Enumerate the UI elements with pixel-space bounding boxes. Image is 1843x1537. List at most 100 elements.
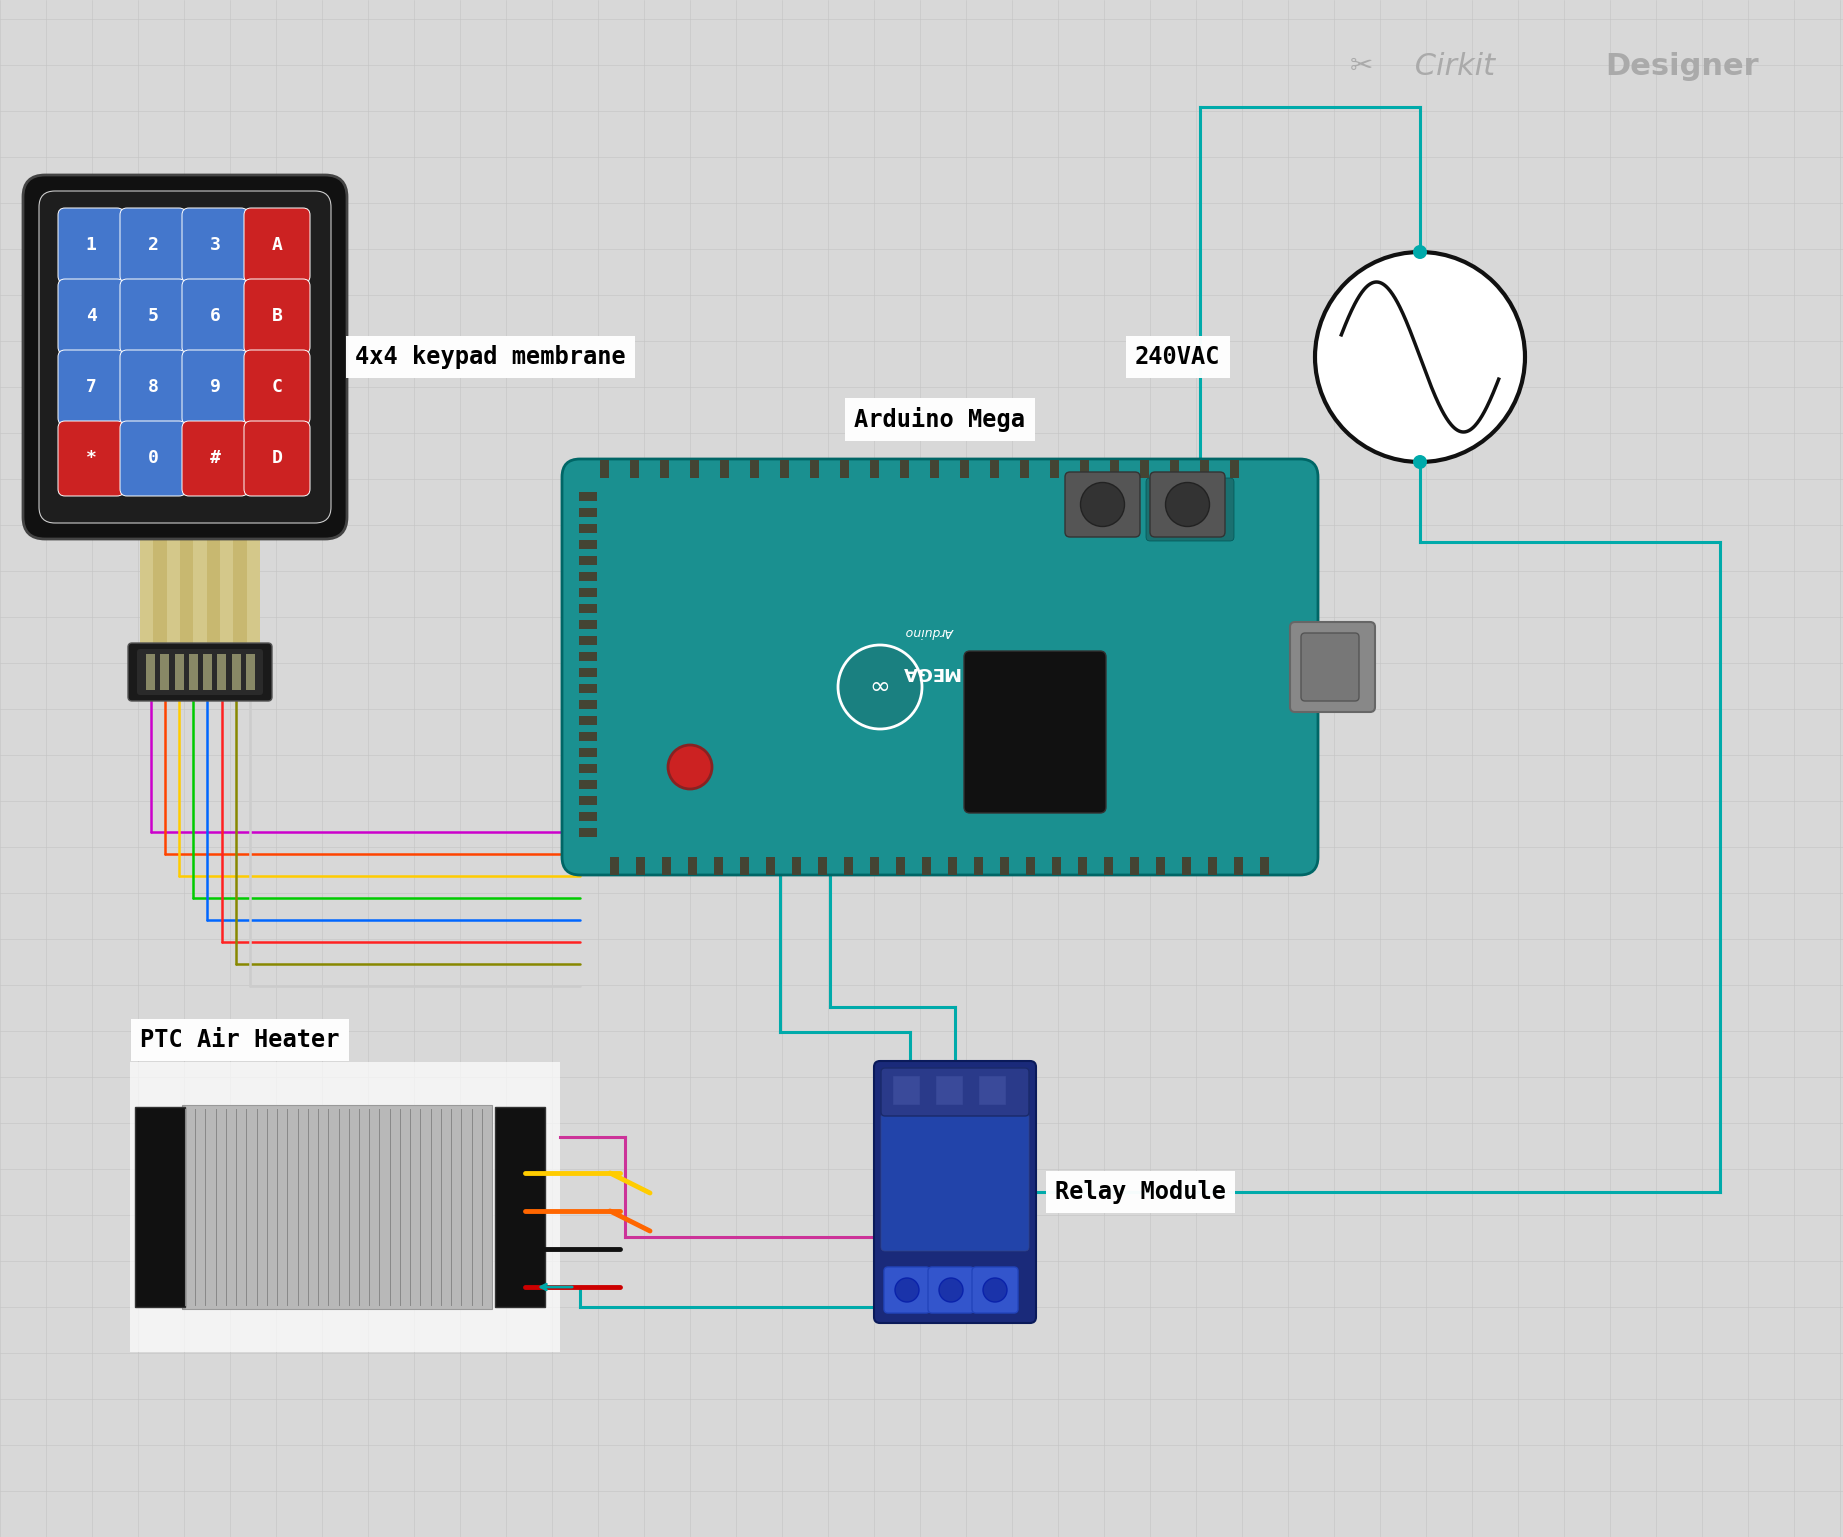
FancyBboxPatch shape xyxy=(182,350,249,426)
Circle shape xyxy=(839,646,922,729)
Bar xyxy=(219,516,234,647)
Bar xyxy=(181,516,194,647)
Text: PTC Air Heater: PTC Air Heater xyxy=(140,1028,339,1051)
Bar xyxy=(687,858,697,875)
FancyBboxPatch shape xyxy=(1301,633,1358,701)
Text: ✂: ✂ xyxy=(1351,52,1373,80)
Bar xyxy=(1170,460,1180,478)
FancyBboxPatch shape xyxy=(1290,622,1375,712)
Bar xyxy=(579,749,597,758)
FancyBboxPatch shape xyxy=(1146,478,1235,541)
Bar xyxy=(153,516,166,647)
Bar xyxy=(579,684,597,693)
Bar xyxy=(579,572,597,581)
Circle shape xyxy=(982,1277,1006,1302)
Bar xyxy=(1051,460,1060,478)
Text: 4: 4 xyxy=(85,307,96,326)
Text: Arduino: Arduino xyxy=(905,626,955,638)
FancyBboxPatch shape xyxy=(182,207,249,283)
Circle shape xyxy=(896,1277,920,1302)
Bar xyxy=(934,1074,964,1105)
Bar xyxy=(947,858,957,875)
Circle shape xyxy=(1414,244,1426,260)
Text: Relay Module: Relay Module xyxy=(1054,1180,1226,1203)
Circle shape xyxy=(1316,252,1524,463)
Text: 6: 6 xyxy=(210,307,221,326)
FancyBboxPatch shape xyxy=(874,1061,1036,1323)
Text: MEGA: MEGA xyxy=(901,662,960,681)
Text: ∞: ∞ xyxy=(870,675,890,699)
Bar xyxy=(960,460,969,478)
Bar xyxy=(217,655,227,690)
Circle shape xyxy=(667,745,711,788)
Bar xyxy=(140,516,153,647)
Bar xyxy=(1130,858,1139,875)
Bar xyxy=(579,619,597,629)
Text: Cirkit: Cirkit xyxy=(1404,52,1506,81)
Bar xyxy=(1019,460,1028,478)
FancyBboxPatch shape xyxy=(127,642,273,701)
Bar xyxy=(579,699,597,709)
Bar xyxy=(1235,858,1242,875)
FancyBboxPatch shape xyxy=(57,350,123,426)
Bar xyxy=(973,858,982,875)
Text: 9: 9 xyxy=(210,378,221,397)
Text: 0: 0 xyxy=(147,449,158,467)
Circle shape xyxy=(1414,455,1426,469)
Bar xyxy=(247,516,260,647)
Bar xyxy=(780,460,789,478)
Bar xyxy=(1229,460,1238,478)
Bar xyxy=(931,460,938,478)
Bar xyxy=(660,460,669,478)
FancyBboxPatch shape xyxy=(243,207,310,283)
Bar xyxy=(713,858,722,875)
Bar xyxy=(844,858,853,875)
Text: 240VAC: 240VAC xyxy=(1135,344,1220,369)
Bar xyxy=(234,516,247,647)
Text: Designer: Designer xyxy=(1605,52,1758,81)
Text: 4x4 keypad membrane: 4x4 keypad membrane xyxy=(356,344,627,369)
Bar xyxy=(579,716,597,725)
FancyBboxPatch shape xyxy=(182,421,249,496)
Bar xyxy=(579,492,597,501)
Bar xyxy=(896,858,905,875)
Bar xyxy=(1080,460,1089,478)
FancyBboxPatch shape xyxy=(120,421,186,496)
FancyBboxPatch shape xyxy=(964,652,1106,813)
Bar xyxy=(840,460,850,478)
FancyBboxPatch shape xyxy=(885,1266,931,1313)
Bar xyxy=(922,858,931,875)
Bar xyxy=(1207,858,1216,875)
FancyBboxPatch shape xyxy=(136,649,264,695)
Bar xyxy=(1181,858,1191,875)
Bar xyxy=(131,1062,560,1353)
Bar xyxy=(579,539,597,549)
Bar xyxy=(579,604,597,613)
Text: A: A xyxy=(271,237,282,255)
Circle shape xyxy=(1165,483,1209,527)
Bar xyxy=(1052,858,1062,875)
Bar xyxy=(135,1107,184,1306)
Bar xyxy=(892,1074,920,1105)
Bar xyxy=(579,796,597,805)
Bar xyxy=(662,858,671,875)
Bar xyxy=(689,460,698,478)
Bar xyxy=(206,516,219,647)
Text: C: C xyxy=(271,378,282,397)
FancyBboxPatch shape xyxy=(243,421,310,496)
Bar xyxy=(579,828,597,838)
Bar xyxy=(1104,858,1113,875)
FancyBboxPatch shape xyxy=(243,280,310,354)
Text: 1: 1 xyxy=(85,237,96,255)
FancyBboxPatch shape xyxy=(929,1266,973,1313)
Text: D: D xyxy=(271,449,282,467)
FancyBboxPatch shape xyxy=(971,1266,1017,1313)
Bar xyxy=(870,460,879,478)
Bar xyxy=(188,655,197,690)
Bar xyxy=(579,812,597,821)
Text: #: # xyxy=(210,449,221,467)
Circle shape xyxy=(938,1277,964,1302)
Bar xyxy=(175,655,184,690)
FancyBboxPatch shape xyxy=(881,1113,1028,1251)
Bar xyxy=(1027,858,1036,875)
